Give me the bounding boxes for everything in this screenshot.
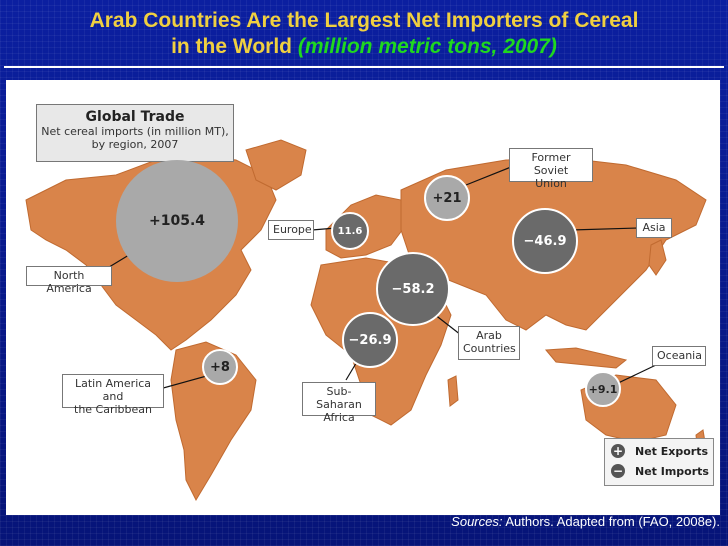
slide-title: Arab Countries Are the Largest Net Impor… [0, 8, 728, 60]
fsu-label-line-1: Former Soviet [531, 151, 571, 177]
legend-imports-label: Net Imports [635, 464, 709, 478]
arab-countries-circle: −58.2 [376, 252, 450, 326]
greenland-landmass [245, 139, 307, 191]
latin-america-label: Latin America and the Caribbean [62, 374, 164, 416]
japan-landmass [648, 239, 667, 276]
europe-circle: 11.6 [331, 212, 369, 250]
europe-label: Europe [268, 220, 314, 240]
title-line-2-text: in the World [171, 35, 298, 58]
arab-label-line-2: Countries [463, 342, 516, 355]
legend-exports-label: Net Exports [635, 444, 709, 458]
former-soviet-union-label: Former Soviet Union [509, 148, 593, 190]
title-line-1: Arab Countries Are the Largest Net Impor… [89, 9, 639, 32]
oceania-label: Oceania [652, 346, 706, 366]
lac-label-line-1: Latin America and [74, 377, 152, 403]
legend-imports-row: − Net Imports [611, 464, 709, 478]
title-subtitle: (million metric tons, 2007) [297, 35, 557, 58]
asia-label: Asia [636, 218, 672, 238]
former-soviet-union-circle: +21 [424, 175, 470, 221]
latin-america-circle: +8 [202, 349, 238, 385]
global-trade-box: Global Trade Net cereal imports (in mill… [36, 104, 234, 162]
north-america-label: North America [26, 266, 112, 295]
north-america-circle: +105.4 [116, 160, 238, 282]
arab-countries-label: Arab Countries [458, 326, 520, 360]
title-line-2: in the World (million metric tons, 2007) [0, 34, 728, 60]
indonesia-landmass [544, 347, 628, 369]
arab-label-line-1: Arab [476, 329, 502, 342]
sources-prefix: Sources: [451, 514, 503, 529]
global-trade-line-2: by region, 2007 [91, 138, 179, 151]
sources-text: Authors. Adapted from (FAO, 2008e). [502, 514, 720, 529]
lac-label-line-2: the Caribbean [74, 403, 152, 416]
asia-circle: −46.9 [512, 208, 578, 274]
fsu-label-line-2: Union [535, 177, 567, 190]
plus-icon: + [611, 444, 625, 458]
sub-saharan-africa-label: Sub-Saharan Africa [302, 382, 376, 424]
ssa-label-line-1: Sub-Saharan [316, 385, 362, 411]
legend-exports-row: + Net Exports [611, 444, 708, 458]
map-panel: Global Trade Net cereal imports (in mill… [6, 80, 720, 515]
ssa-label-line-2: Africa [323, 411, 355, 424]
south-america-landmass [170, 341, 257, 502]
madagascar-landmass [447, 375, 459, 407]
oceania-circle: +9.1 [585, 371, 621, 407]
minus-icon: − [611, 464, 625, 478]
sub-saharan-africa-circle: −26.9 [342, 312, 398, 368]
global-trade-heading: Global Trade [85, 109, 185, 125]
title-divider [4, 66, 724, 68]
sources-note: Sources: Authors. Adapted from (FAO, 200… [0, 514, 720, 529]
map-legend: + Net Exports − Net Imports [604, 438, 714, 486]
global-trade-line-1: Net cereal imports (in million MT), [41, 125, 229, 138]
